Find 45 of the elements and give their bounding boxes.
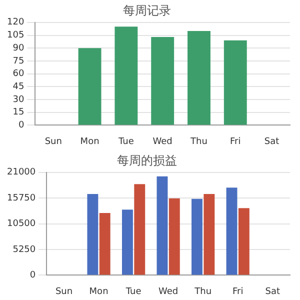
chart-title: 每周的损益 bbox=[117, 153, 177, 168]
chart-title: 每周记录 bbox=[123, 3, 171, 18]
y-tick-label: 30 bbox=[12, 94, 24, 105]
y-tick-label: 15750 bbox=[6, 193, 36, 204]
bar bbox=[224, 40, 247, 125]
y-tick-label: 120 bbox=[6, 18, 24, 28]
y-tick-label: 90 bbox=[12, 43, 24, 54]
x-tick-label: Sat bbox=[264, 136, 280, 147]
y-tick-label: 75 bbox=[12, 56, 24, 66]
x-tick-label: Sat bbox=[265, 286, 280, 297]
bar bbox=[78, 48, 102, 125]
bar bbox=[87, 194, 98, 275]
x-tick-label: Thu bbox=[194, 286, 212, 297]
bar bbox=[156, 176, 168, 275]
bar bbox=[192, 198, 202, 275]
x-tick-label: Sun bbox=[44, 136, 62, 147]
bar bbox=[204, 194, 215, 275]
bar bbox=[188, 30, 210, 125]
y-tick-label: 0 bbox=[30, 270, 36, 281]
x-tick-label: Fri bbox=[230, 136, 241, 147]
y-tick-label: 60 bbox=[12, 69, 24, 80]
x-tick-label: Sun bbox=[55, 286, 73, 297]
y-tick-label: 105 bbox=[6, 30, 24, 41]
bar bbox=[122, 210, 133, 275]
x-tick-label: Mon bbox=[80, 136, 100, 147]
bar bbox=[114, 26, 138, 125]
x-tick-label: Tue bbox=[118, 136, 134, 147]
x-tick-label: Tue bbox=[124, 286, 142, 297]
y-tick-label: 0 bbox=[18, 120, 24, 131]
y-tick-label: 5250 bbox=[12, 244, 36, 255]
bar bbox=[99, 213, 110, 275]
y-tick-label: 21000 bbox=[6, 168, 36, 178]
y-tick-label: 15 bbox=[12, 108, 24, 118]
bar bbox=[226, 188, 238, 275]
x-tick-label: Mon bbox=[89, 286, 108, 297]
y-tick-label: 10500 bbox=[6, 219, 36, 230]
bar bbox=[238, 208, 250, 275]
x-tick-label: Wed bbox=[158, 286, 178, 297]
x-tick-label: Fri bbox=[232, 286, 244, 297]
bar bbox=[134, 184, 146, 275]
bar bbox=[168, 198, 180, 275]
x-tick-label: Thu bbox=[190, 136, 208, 147]
x-tick-label: Wed bbox=[152, 136, 172, 147]
y-tick-label: 45 bbox=[12, 82, 24, 92]
bar bbox=[151, 36, 174, 125]
